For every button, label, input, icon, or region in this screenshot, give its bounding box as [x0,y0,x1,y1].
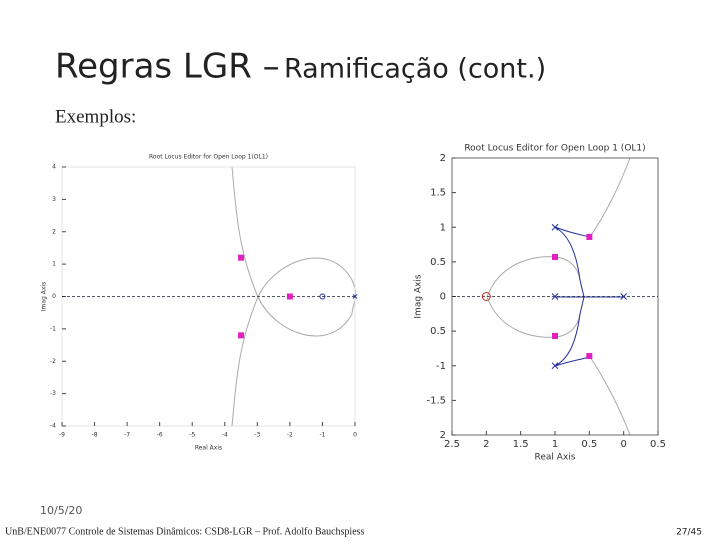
x-axis-label: Real Axis [535,453,576,463]
x-tick-label: -5 [189,432,195,439]
x-tick-label: 0 [353,432,357,439]
y-tick-label: -3 [50,390,56,397]
y-tick-label: 0.5 [430,257,446,268]
x-tick-label: 1 [552,439,558,450]
y-tick-label: 0 [440,292,446,303]
x-tick-label: 0.5 [650,439,666,450]
pole [620,293,628,300]
y-axis-label: Imag Axis [41,282,48,311]
pole [551,293,559,300]
y-tick-label: 0 [52,293,56,300]
y-tick-label: -2 [50,358,56,365]
slide-title: Regras LGR – [55,47,280,87]
pole [551,223,559,231]
x-tick-label: -9 [59,432,65,439]
y-tick-label: 0.5 [430,326,446,337]
gain-marker [552,254,558,261]
y-tick-label: 1 [52,261,56,268]
zero [481,292,491,301]
footer: UnB/ENE0077 Controle de Sistemas Dinâmic… [5,526,365,537]
y-tick-label: 2 [52,228,56,235]
chart-title: Root Locus Editor for Open Loop 1(OL1) [149,154,268,161]
gain-marker [586,353,593,360]
y-tick-label: 1.5 [430,188,446,199]
y-tick-label: 2 [440,153,446,164]
y-tick-label: -1 [436,361,446,372]
x-tick-label: 0 [620,439,626,450]
y-axis-label: Imag Axis [414,274,424,318]
pole [551,362,559,370]
x-tick-label: 1.5 [513,439,529,450]
gain-marker [238,254,245,261]
gain-marker [238,332,245,339]
x-tick-label: -7 [124,432,130,439]
x-tick-label: -3 [254,432,260,439]
y-tick-label: -1.5 [426,395,446,406]
date: 10/5/20 [40,504,82,517]
x-tick-label: -2 [287,432,293,439]
x-tick-label: -4 [222,432,228,439]
slide-title-suffix: Ramificação (cont.) [284,54,546,85]
y-tick-label: 2 [440,430,446,441]
y-tick-label: 3 [52,196,56,203]
x-tick-label: -8 [92,432,98,439]
chart-title: Root Locus Editor for Open Loop 1 (OL1) [464,144,645,154]
x-tick-label: 2 [483,439,489,450]
gain-marker [286,293,293,300]
x-axis-label: Real Axis [195,445,222,452]
x-tick-label: -1 [319,432,325,439]
x-tick-label: -6 [157,432,163,439]
gain-marker [552,332,558,339]
pole [352,294,358,299]
gain-marker [586,233,593,240]
x-tick-label: 2.5 [444,439,460,450]
subtitle: Exemplos: [55,106,136,127]
x-tick-label: 0.5 [581,439,597,450]
zero [319,293,326,300]
y-tick-label: -4 [50,423,56,430]
y-tick-label: -1 [50,325,56,332]
y-tick-label: 1 [440,222,446,233]
y-tick-label: 4 [52,164,56,171]
page-number: 27/45 [676,528,702,538]
